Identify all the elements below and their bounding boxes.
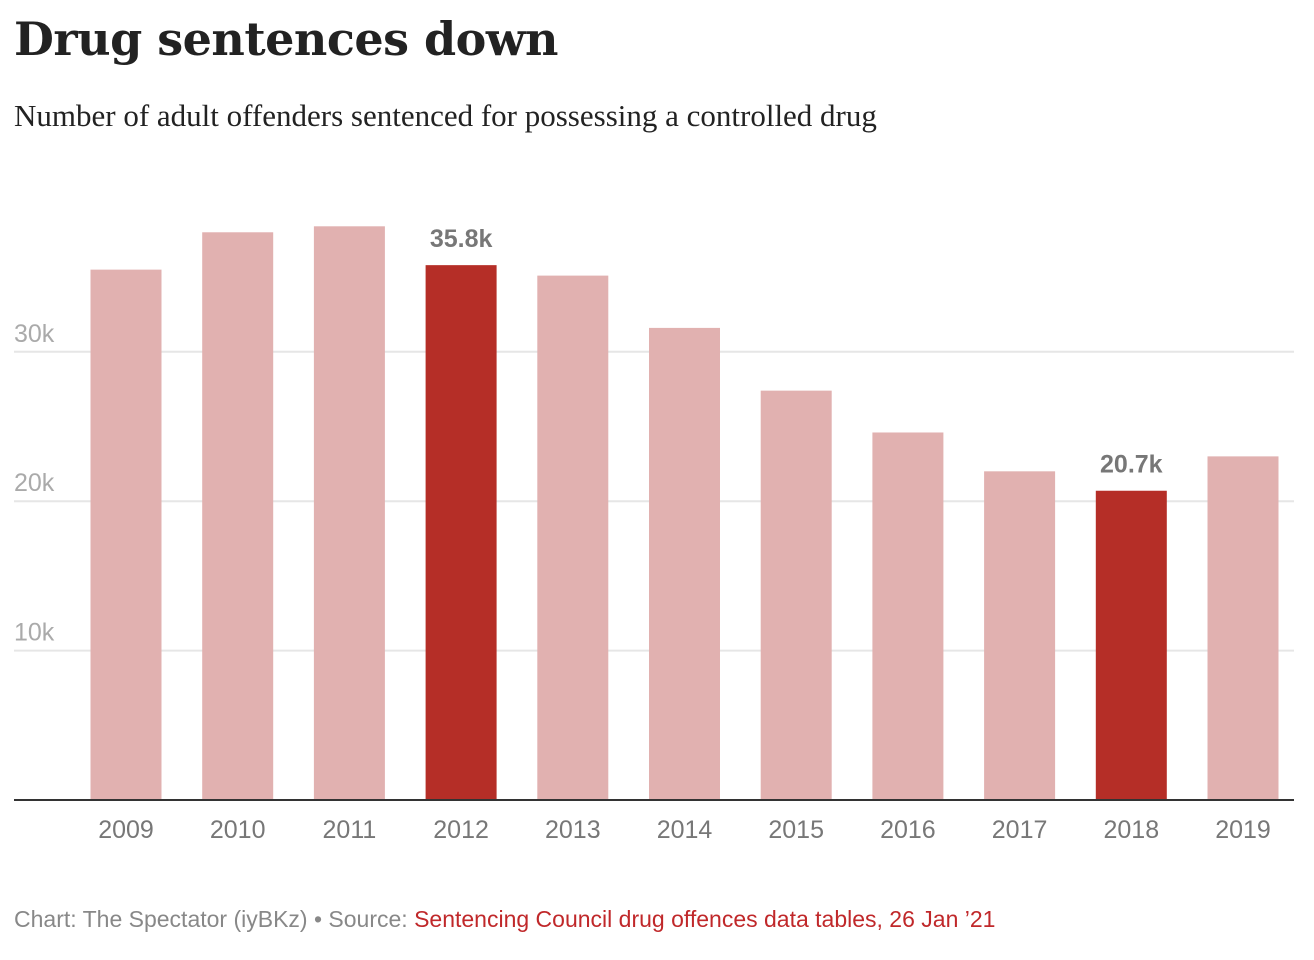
- bar-2019: [1207, 456, 1279, 800]
- x-tick-label: 2009: [98, 816, 154, 844]
- x-tick-label: 2015: [768, 816, 824, 844]
- bar-2014: [649, 327, 720, 800]
- x-tick-label: 2013: [545, 816, 601, 844]
- bar-chart: 10k 20k 30k 2009 2010 2011 2012 35.8k 2013 2014 20…: [14, 225, 1294, 844]
- y-tick-label: 10k: [14, 619, 55, 647]
- x-tick-label: 2012: [433, 816, 489, 844]
- y-tick-label: 30k: [14, 320, 55, 348]
- data-label: 35.8k: [430, 225, 493, 253]
- bar-2010: [202, 232, 274, 800]
- source-link[interactable]: Sentencing Council drug offences data ta…: [414, 906, 996, 932]
- bar-2017: [984, 471, 1056, 800]
- x-tick-label: 2019: [1215, 816, 1271, 844]
- bar-2016: [872, 432, 944, 800]
- chart-title: Drug sentences down: [14, 12, 558, 66]
- chart-footer: Chart: The Spectator (iyBKz) • Source: S…: [14, 906, 995, 933]
- chart-credit: Chart: The Spectator (iyBKz) • Source:: [14, 906, 415, 932]
- x-tick-label: 2010: [210, 816, 266, 844]
- x-tick-label: 2018: [1103, 816, 1159, 844]
- x-tick-label: 2016: [880, 816, 936, 844]
- bar-2009: [90, 269, 162, 800]
- bar-2012: [425, 265, 497, 800]
- x-tick-label: 2014: [657, 816, 713, 844]
- x-tick-label: 2011: [323, 816, 377, 844]
- bar-2018: [1095, 490, 1167, 800]
- bar-2013: [537, 275, 609, 801]
- chart-subtitle: Number of adult offenders sentenced for …: [14, 98, 877, 133]
- x-tick-label: 2017: [992, 816, 1048, 844]
- bar-2011: [313, 226, 385, 800]
- bar-2015: [760, 390, 832, 800]
- data-label: 20.7k: [1100, 451, 1163, 479]
- y-tick-label: 20k: [14, 469, 55, 497]
